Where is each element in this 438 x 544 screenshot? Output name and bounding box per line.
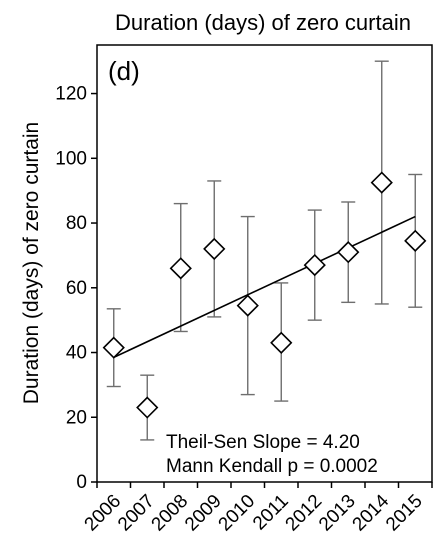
data-point-2012 xyxy=(303,253,326,277)
data-point-2006 xyxy=(102,336,125,359)
data-point-2014 xyxy=(370,171,393,194)
x-tick-label: 2008 xyxy=(148,491,193,536)
y-tick-label: 0 xyxy=(76,472,87,493)
data-points xyxy=(102,171,427,419)
error-bars xyxy=(106,60,423,441)
y-tick-label: 80 xyxy=(66,213,87,234)
y-tick-label: 120 xyxy=(55,84,87,105)
y-axis-label: Duration (days) of zero curtain xyxy=(20,122,43,404)
x-tick-label: 2006 xyxy=(81,491,126,536)
x-tick-label: 2015 xyxy=(382,491,427,536)
x-tick-label: 2007 xyxy=(114,491,159,536)
x-tick-label: 2011 xyxy=(249,491,293,535)
x-tick-label: 2013 xyxy=(315,491,360,536)
x-tick-label: 2009 xyxy=(181,491,226,536)
data-point-2007 xyxy=(136,396,159,419)
panel-label: (d) xyxy=(108,56,140,86)
y-axis: 0 20 40 60 80 100 120 xyxy=(55,84,97,493)
data-point-2013 xyxy=(337,241,360,264)
x-tick-label: 2014 xyxy=(349,490,394,535)
trend-line xyxy=(113,215,416,359)
data-point-2011 xyxy=(270,331,293,354)
annotation-pvalue: Mann Kendall p = 0.0002 xyxy=(166,456,378,477)
data-point-2008 xyxy=(169,257,192,280)
data-point-2009 xyxy=(203,237,226,261)
annotation-slope: Theil-Sen Slope = 4.20 xyxy=(166,432,360,453)
x-tick-label: 2010 xyxy=(215,491,260,536)
data-point-2010 xyxy=(236,294,259,317)
y-tick-label: 20 xyxy=(66,407,87,428)
y-tick-label: 40 xyxy=(66,343,87,364)
chart-title: Duration (days) of zero curtain xyxy=(115,10,411,35)
y-tick-label: 60 xyxy=(66,278,87,299)
x-tick-label: 2012 xyxy=(282,491,327,536)
y-tick-label: 100 xyxy=(55,148,87,169)
data-point-2015 xyxy=(404,229,427,252)
